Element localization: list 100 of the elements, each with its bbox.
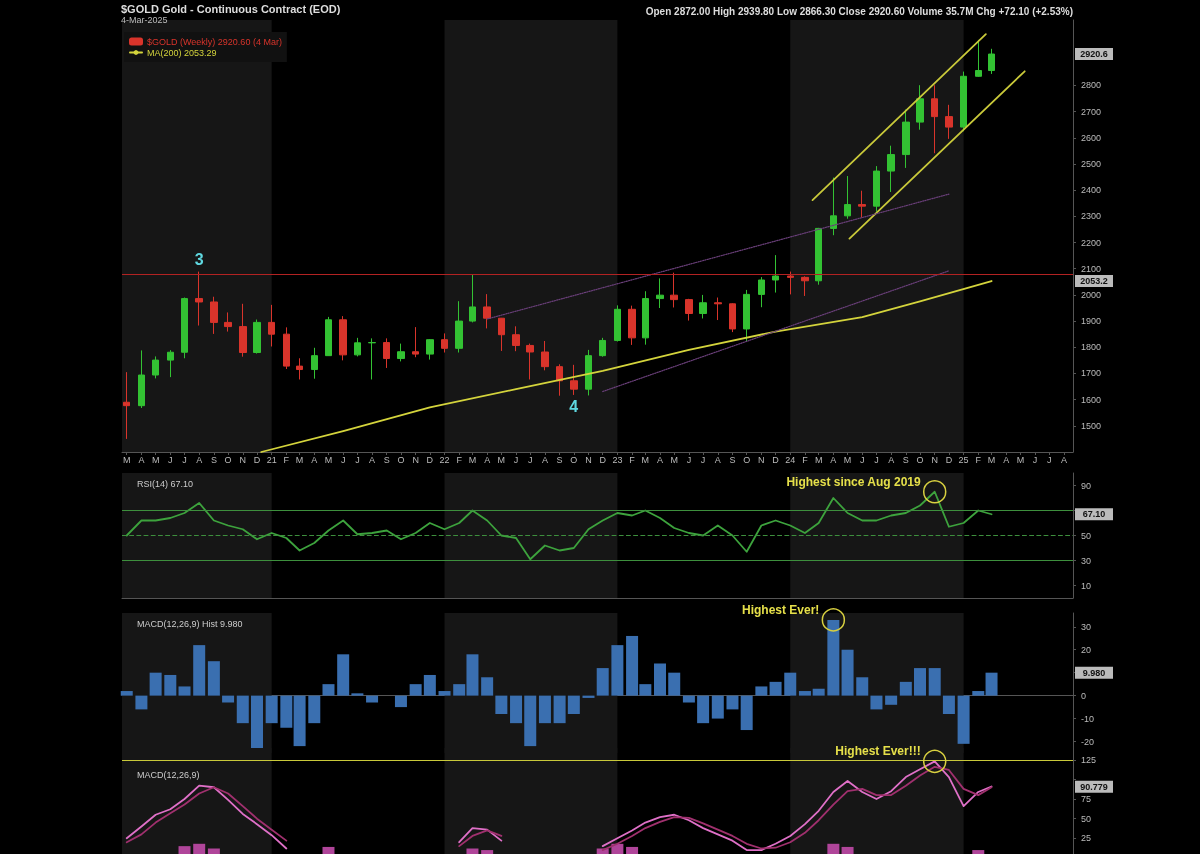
bar [553,695,566,724]
bar [985,672,998,696]
candlestick [902,109,910,169]
y-tick-label: 2000 [1081,289,1102,300]
annotation: 3 [194,251,204,269]
x-tick-label: M [295,454,304,465]
candlestick [916,84,924,131]
candlestick [599,337,606,358]
candlestick [988,48,995,75]
y-tick-label: 1700 [1081,368,1102,379]
candlestick [138,349,145,409]
line-series [260,280,993,453]
x-tick-label: J [874,454,879,465]
bar [481,677,494,696]
bar [726,695,739,710]
y-tick-label: 2300 [1081,211,1102,222]
candlestick [268,304,275,347]
x-tick-label: J [182,454,187,465]
bar [841,649,854,696]
chart-subtitle: 4-Mar-2025 [121,14,168,25]
candlestick [195,271,203,327]
candlestick [283,326,290,370]
bar [711,695,724,719]
x-tick-label: F [975,454,982,465]
y-tick-label: 50 [1081,813,1092,824]
candlestick [614,304,621,343]
x-tick-label: D [426,454,434,465]
x-tick-label: D [772,454,780,465]
bar [164,674,177,696]
y-tick-label: 1600 [1081,394,1102,405]
bar [293,695,306,747]
chart-title: $GOLD Gold - Continuous Contract (EOD) [121,2,341,15]
x-tick-label: A [657,454,664,465]
candlestick [570,364,578,396]
legend-label: $GOLD (Weekly) 2920.60 (4 Mar) [147,36,282,47]
candlestick [787,271,794,295]
candlestick [801,275,809,297]
x-tick-label: M [122,454,131,465]
y-tick-label: 2800 [1081,80,1102,91]
x-tick-label: A [138,454,145,465]
bar [120,691,133,696]
x-tick-label: M [641,454,650,465]
bar [322,684,335,696]
y-tick-label: 2200 [1081,237,1102,248]
y-tick-label: -20 [1081,736,1095,747]
candlestick [699,294,707,319]
x-tick-label: M [1016,454,1025,465]
x-tick-label: J [355,454,360,465]
candlestick [383,337,390,369]
x-tick-label: S [383,454,390,465]
x-tick-label: J [686,454,692,465]
x-tick-label: S [729,454,736,465]
bar [135,695,148,710]
candlestick [483,293,491,329]
annotation: Highest Ever!!! [835,744,921,759]
annotation: 2920.6 [1080,48,1108,59]
candlestick [455,300,463,354]
candlestick [368,337,376,380]
bar [495,695,508,714]
bar [928,668,941,696]
x-tick-label: O [397,454,405,465]
candlestick [426,338,434,361]
candlestick [512,325,520,352]
candlestick [412,326,419,358]
x-tick-label: N [585,454,592,465]
y-tick-label: 10 [1081,580,1092,591]
candlestick [498,317,505,352]
bar [409,684,422,696]
bar [769,681,782,696]
y-tick-label: 90 [1081,480,1092,491]
x-tick-label: F [456,454,463,465]
candlestick [339,315,347,361]
x-tick-label: 23 [612,454,623,465]
candlestick [167,349,174,378]
y-tick-label: 2100 [1081,263,1102,274]
x-tick-label: O [916,454,924,465]
candlestick [311,347,318,380]
x-tick-label: 21 [266,454,277,465]
candlestick [975,39,982,78]
x-tick-label: N [931,454,938,465]
bar [222,695,235,703]
y-tick-label: 75 [1081,794,1092,805]
x-tick-label: F [802,454,809,465]
y-tick-label: -10 [1081,713,1095,724]
candlestick [441,332,448,354]
candlestick [526,343,534,380]
text: MACD(12,26,9) Hist 9.980 [137,618,243,629]
x-tick-label: J [860,454,865,465]
x-tick-label: A [1060,454,1068,465]
bar [812,688,825,696]
bar [784,672,797,696]
bar [280,695,293,728]
candlestick [931,84,938,154]
text: RSI(14) 67.10 [137,478,194,489]
candlestick [210,296,218,335]
bar [538,695,551,724]
candlestick [670,272,678,308]
annotation: Highest since Aug 2019 [786,474,922,489]
annotation: 67.10 [1082,509,1106,520]
candlestick [743,289,750,342]
